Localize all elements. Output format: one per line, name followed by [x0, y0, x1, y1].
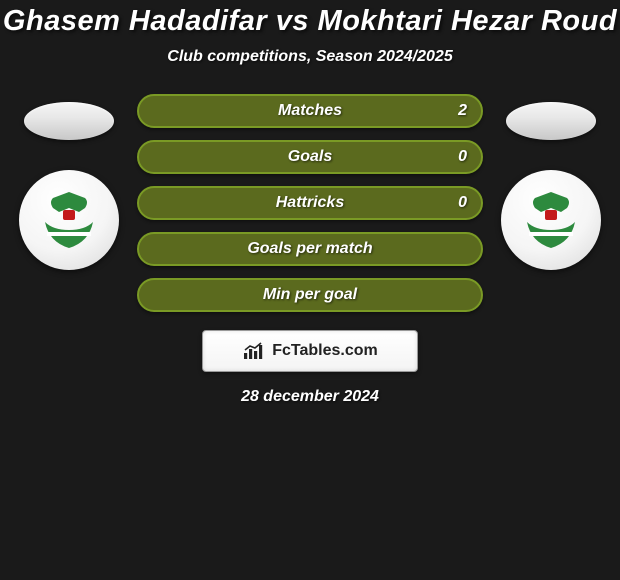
page-title: Ghasem Hadadifar vs Mokhtari Hezar Roud: [3, 5, 617, 38]
stat-bar-min-per-goal: Min per goal: [137, 278, 483, 312]
stat-label: Hattricks: [276, 194, 344, 212]
club-logo-right-icon: [517, 186, 585, 254]
stat-bar-goals-per-match: Goals per match: [137, 232, 483, 266]
date-text: 28 december 2024: [241, 388, 379, 406]
stat-value: 2: [458, 102, 467, 120]
club-circle-right: [501, 170, 601, 270]
player-right-col: [501, 94, 601, 270]
club-logo-left-icon: [35, 186, 103, 254]
stat-label: Matches: [278, 102, 342, 120]
stat-label: Goals: [288, 148, 332, 166]
footer: FcTables.com 28 december 2024: [202, 330, 418, 406]
club-circle-left: [19, 170, 119, 270]
stat-bar-goals: Goals 0: [137, 140, 483, 174]
attribution-text: FcTables.com: [272, 342, 378, 360]
stat-bar-hattricks: Hattricks 0: [137, 186, 483, 220]
flag-left-icon: [24, 102, 114, 140]
stat-label: Goals per match: [247, 240, 372, 258]
page-subtitle: Club competitions, Season 2024/2025: [167, 48, 452, 66]
chart-icon: [242, 341, 266, 361]
stat-label: Min per goal: [263, 286, 357, 304]
stat-bar-matches: Matches 2: [137, 94, 483, 128]
stats-column: Matches 2 Goals 0 Hattricks 0 Goals per …: [137, 94, 483, 312]
player-left-col: [19, 94, 119, 270]
stat-value: 0: [458, 148, 467, 166]
main-row: Matches 2 Goals 0 Hattricks 0 Goals per …: [0, 94, 620, 312]
content-wrapper: Ghasem Hadadifar vs Mokhtari Hezar Roud …: [0, 0, 620, 406]
stat-value: 0: [458, 194, 467, 212]
flag-right-icon: [506, 102, 596, 140]
attribution-box: FcTables.com: [202, 330, 418, 372]
